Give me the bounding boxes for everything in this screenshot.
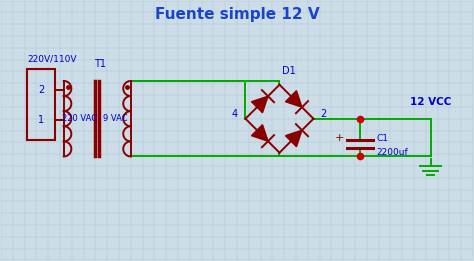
Text: 220V/110V: 220V/110V [27, 55, 76, 63]
Text: D1: D1 [282, 66, 296, 75]
Text: 220 VAC: 220 VAC [62, 114, 97, 123]
Text: 2: 2 [38, 85, 44, 95]
Text: C1: C1 [377, 134, 389, 143]
Polygon shape [252, 125, 268, 141]
Text: T1: T1 [94, 60, 106, 69]
Text: 2: 2 [321, 109, 327, 119]
Polygon shape [285, 130, 302, 147]
Text: 9 VAC: 9 VAC [103, 114, 128, 123]
Text: +: + [335, 133, 344, 143]
Polygon shape [285, 91, 302, 107]
Text: Fuente simple 12 V: Fuente simple 12 V [155, 7, 319, 22]
Bar [27, 69, 55, 140]
Polygon shape [252, 96, 268, 113]
Text: 4: 4 [232, 109, 238, 119]
Text: 1: 1 [38, 115, 44, 125]
Text: 12 VCC: 12 VCC [410, 97, 451, 107]
Text: 2200uf: 2200uf [377, 148, 409, 157]
